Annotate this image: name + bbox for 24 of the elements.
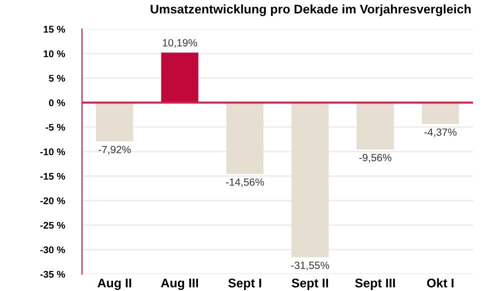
y-tick-label: -5 % bbox=[46, 124, 66, 131]
y-tick-label: -20 % bbox=[40, 197, 66, 204]
data-label: -4,37% bbox=[424, 128, 457, 138]
chart-title: Umsatzentwicklung pro Dekade im Vorjahresvergleich bbox=[150, 4, 471, 16]
x-tick-label: Aug III bbox=[160, 278, 198, 290]
data-label: 10,19% bbox=[162, 39, 198, 48]
x-tick-label: Sept III bbox=[355, 278, 395, 290]
y-tick-label: 5 % bbox=[48, 74, 66, 82]
y-tick-label: 15 % bbox=[44, 26, 66, 33]
y-tick-label: 10 % bbox=[44, 50, 66, 58]
data-label: -7,92% bbox=[98, 146, 131, 154]
y-tick-label: -35 % bbox=[40, 270, 66, 278]
x-tick-label: Aug II bbox=[98, 278, 132, 290]
y-tick-label: -30 % bbox=[40, 246, 66, 254]
data-label: -9,56% bbox=[359, 154, 392, 163]
y-tick-label: -15 % bbox=[40, 172, 66, 180]
y-tick-label: -25 % bbox=[40, 222, 66, 229]
y-tick-label: -10 % bbox=[40, 148, 66, 156]
data-label: -14,56% bbox=[226, 178, 264, 188]
y-tick-label: 0 % bbox=[48, 99, 66, 106]
x-tick-label: Sept I bbox=[228, 278, 262, 290]
x-tick-label: Okt I bbox=[427, 278, 454, 288]
x-tick-label: Sept II bbox=[292, 278, 328, 290]
data-label: -31,55% bbox=[291, 262, 330, 270]
